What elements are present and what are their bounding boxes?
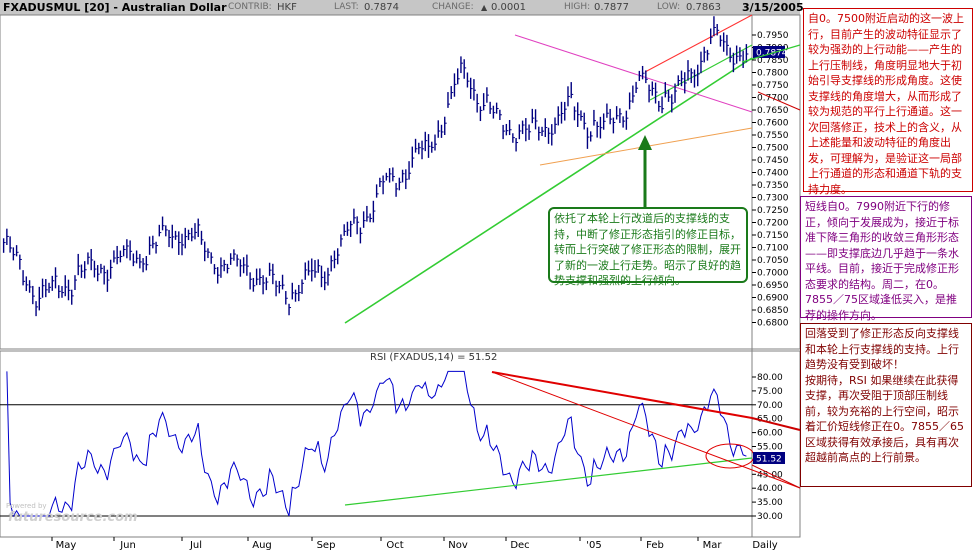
- price-tick-label: 0.7150: [757, 231, 789, 241]
- rsi-tick-label: 45.00: [757, 470, 783, 480]
- price-tick-label: 0.7800: [757, 69, 789, 79]
- change-label: CHANGE:: [432, 2, 474, 12]
- rsi-reference-lines: [0, 404, 752, 517]
- rsi-tick-label: 35.00: [757, 498, 783, 508]
- rsi-tick-label: 80.00: [757, 373, 783, 383]
- correction-resistance-line: [514, 34, 753, 113]
- price-bars: [2, 16, 749, 317]
- rsi-trend-lines: [344, 371, 801, 506]
- price-tick-label: 0.6850: [757, 306, 789, 316]
- contrib-value: HKF: [277, 2, 297, 13]
- current-price-tag: [753, 46, 785, 58]
- watermark-small: Powered by: [6, 502, 47, 510]
- price-tick-label: 0.7400: [757, 169, 789, 179]
- rsi-tick-label: 40.00: [757, 484, 783, 494]
- price-tick-label: 0.7300: [757, 194, 789, 204]
- price-tick-label: 0.7000: [757, 269, 789, 279]
- last-label: LAST:: [334, 2, 359, 12]
- rsi-resistance-line-ext: [751, 417, 801, 431]
- note-connector-rsi: [751, 464, 801, 489]
- green-arrow-up-icon: [638, 135, 652, 150]
- rsi-channel-line: [491, 371, 801, 489]
- time-axis: May Jun Jul Aug Sep Oct Nov Dec '05 Feb Mar Daily: [51, 537, 778, 550]
- rsi-resistance-line: [491, 371, 753, 419]
- price-tick-label: 0.7100: [757, 244, 789, 254]
- time-tick-label: Mar: [703, 540, 723, 550]
- low-label: LOW:: [657, 2, 681, 12]
- time-tick-label: Jun: [119, 540, 136, 550]
- change-value: 0.0001: [491, 2, 526, 13]
- price-tick-label: 0.6900: [757, 294, 789, 304]
- change-up-icon: ▲: [481, 3, 488, 12]
- rsi-series-line: [6, 370, 747, 518]
- time-tick-label: '05: [586, 540, 601, 550]
- rsi-tick-label: 30.00: [757, 512, 783, 522]
- price-tick-label: 0.7950: [757, 31, 789, 41]
- time-tick-label: Dec: [510, 540, 529, 550]
- rsi-tick-label: 75.00: [757, 387, 783, 397]
- rsi-axis: 80.0075.0070.0065.0060.0055.0050.0045.00…: [752, 373, 783, 522]
- time-tick-label: Feb: [646, 540, 664, 550]
- rsi-tick-label: 60.00: [757, 429, 783, 439]
- price-tick-label: 0.7350: [757, 181, 789, 191]
- last-value: 0.7874: [364, 2, 399, 13]
- time-tick-label: Aug: [252, 540, 272, 550]
- time-tick-label: Jul: [189, 540, 202, 550]
- price-tick-label: 0.6800: [757, 319, 789, 329]
- time-tick-label: May: [56, 540, 77, 550]
- note-purple: 短线自0。7990附近下行的修正，倾向于发展成为，接近于标准下降三角形的收敛三角…: [800, 196, 972, 322]
- price-tick-label: 0.7850: [757, 56, 789, 66]
- price-tick-label: 0.7650: [757, 106, 789, 116]
- note-connector-red: [757, 91, 801, 111]
- symbol-title: FXADUSMUL [20] - Australian Dollar: [3, 1, 227, 14]
- note-green: 依托了本轮上行改道后的支撑线的支持，中断了修正形态指引的修正目标，转而上行突破了…: [548, 207, 748, 287]
- note-brown: 回落受到了修正形态反向支撑线和本轮上行支撑线的支持。上行趋势没有受到破坏！ 按期…: [800, 323, 972, 487]
- price-tick-label: 0.6950: [757, 281, 789, 291]
- high-label: HIGH:: [564, 2, 591, 12]
- price-tick-label: 0.7550: [757, 131, 789, 141]
- date-value: 3/15/2005: [742, 1, 804, 14]
- high-value: 0.7877: [594, 2, 629, 13]
- main-support-line: [344, 57, 753, 324]
- contrib-label: CONTRIB:: [228, 2, 272, 12]
- price-tick-label: 0.7250: [757, 206, 789, 216]
- current-rsi-label: 51.52: [756, 455, 782, 465]
- quote-header: FXADUSMUL [20] - Australian Dollar CONTR…: [0, 0, 804, 15]
- price-tick-label: 0.7500: [757, 144, 789, 154]
- rsi-support-line: [344, 457, 753, 506]
- note-connector-green: [741, 44, 801, 63]
- low-value: 0.7863: [686, 2, 721, 13]
- upper-channel-line: [644, 14, 753, 73]
- price-tick-label: 0.7600: [757, 119, 789, 129]
- note-red: 自0。7500附近启动的这一波上行，目前产生的波动特征显示了较为强劲的上行动能—…: [803, 8, 973, 196]
- rsi-title: RSI (FXADUS,14) = 51.52: [370, 352, 498, 363]
- price-tick-label: 0.7050: [757, 256, 789, 266]
- rsi-tick-label: 55.00: [757, 443, 783, 453]
- current-rsi-tag: [753, 452, 785, 464]
- price-tick-label: 0.7750: [757, 81, 789, 91]
- time-tick-label: Oct: [386, 540, 403, 550]
- watermark-logo: futuresource.com: [8, 510, 138, 525]
- time-tick-label: Daily: [752, 540, 777, 550]
- time-tick-label: Sep: [317, 540, 336, 550]
- rsi-tick-label: 65.00: [757, 415, 783, 425]
- rsi-panel: [0, 350, 801, 538]
- time-tick-label: Nov: [448, 540, 468, 550]
- price-tick-label: 0.7200: [757, 219, 789, 229]
- rsi-tick-label: 70.00: [757, 401, 783, 411]
- price-tick-label: 0.7450: [757, 156, 789, 166]
